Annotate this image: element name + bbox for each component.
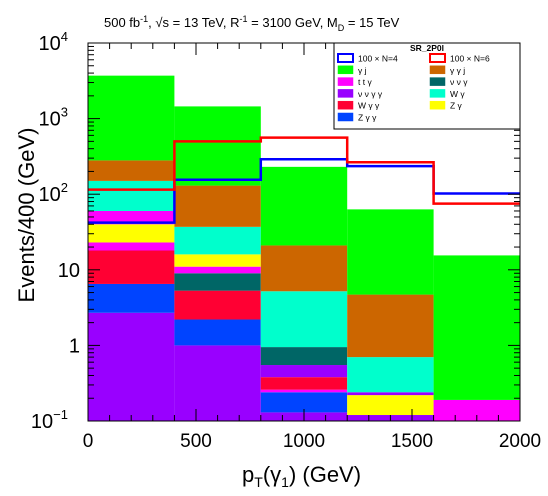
x-tick-label: 1500: [391, 431, 433, 452]
stack-segment: [88, 242, 175, 251]
stack-segment: [174, 273, 261, 291]
signal-line: [88, 136, 520, 205]
x-axis-label: pT(γ1) (GeV): [242, 462, 361, 490]
signal-lines: [88, 136, 520, 224]
stack-segment: [88, 224, 175, 243]
legend-swatch: [337, 100, 354, 110]
stack-segment: [88, 250, 175, 284]
stack-segment: [347, 357, 434, 393]
legend-label: 100 × N=6: [450, 54, 490, 64]
y-tick-exponent: 3: [61, 105, 68, 120]
x-label-sub1: T: [254, 474, 263, 490]
y-tick-label: 10−1: [31, 407, 68, 433]
x-tick-label: 1000: [283, 431, 325, 452]
stack-segment: [347, 395, 434, 416]
y-tick-base: 10: [31, 411, 53, 433]
legend-swatch: [429, 77, 446, 86]
stack-segment: [174, 345, 261, 421]
stack-segment: [174, 254, 261, 267]
stack-segment: [88, 75, 175, 161]
stack-segment: [260, 291, 348, 348]
legend-label: t t γ: [358, 77, 372, 87]
stack-segment: [174, 226, 261, 255]
x-label-mid: (γ: [263, 462, 281, 487]
legend-label: γ γ j: [450, 65, 465, 75]
legend-label: 100 × N=4: [358, 54, 398, 64]
title-m-sub: D: [338, 23, 345, 33]
y-tick-label: 104: [39, 29, 68, 55]
legend-label: ν ν γ: [450, 77, 468, 87]
y-tick-base: 10: [39, 33, 61, 55]
stack-segment: [260, 347, 348, 366]
legend-title: SR_2P0l: [410, 43, 444, 53]
legend-swatch: [337, 112, 354, 122]
y-axis-label: Events/400 (GeV): [14, 128, 39, 303]
legend-label: γ j: [358, 65, 367, 75]
legend-swatch: [429, 53, 446, 63]
stack-segment: [88, 283, 175, 313]
stack-segment: [88, 180, 175, 211]
legend: SR_2P0l 100 × N=4 100 × N=6 γ j γ γ j t t γ ν…: [333, 42, 521, 130]
legend-label: W γ γ: [358, 101, 380, 111]
title-lumi: 500 fb: [104, 15, 140, 30]
title-sqrt: √s = 13 TeV, R: [155, 15, 239, 30]
x-label-end: ) (GeV): [289, 462, 361, 487]
y-tick-exponent: 2: [61, 180, 68, 195]
legend-label: ν ν γ γ: [358, 89, 383, 99]
legend-label: Z γ γ: [358, 113, 377, 123]
stack-segment: [260, 389, 348, 393]
stack-segment: [88, 160, 175, 181]
stack-segment: [88, 312, 175, 421]
stack-segment: [174, 290, 261, 320]
x-tick-label: 2000: [499, 431, 541, 452]
y-tick-exponent: 4: [61, 29, 68, 44]
legend-swatch: [337, 89, 354, 98]
legend-swatch: [429, 89, 446, 98]
title-lumi-sup: -1: [140, 14, 148, 24]
x-label-sub2: 1: [281, 474, 289, 490]
legend-label: Z γ: [450, 101, 463, 111]
title-comma: ,: [148, 15, 155, 30]
stack-segment: [174, 266, 261, 274]
stack-segment: [260, 365, 348, 378]
stack-segment: [260, 245, 348, 292]
legend-box: [333, 42, 521, 130]
y-tick-base: 10: [39, 109, 61, 131]
title-end: = 15 TeV: [344, 15, 399, 30]
x-tick-label: 0: [83, 431, 94, 452]
legend-label: W γ: [450, 89, 465, 99]
legend-swatch: [429, 65, 446, 75]
stack-segment: [347, 392, 434, 396]
title-mid: = 3100 GeV, M: [248, 15, 338, 30]
stack-segment: [260, 377, 348, 390]
y-tick-label: 102: [39, 180, 68, 206]
legend-swatch: [429, 100, 446, 110]
legend-swatch: [337, 53, 354, 63]
y-tick-label: 1: [69, 335, 80, 357]
stack-segment: [260, 166, 348, 246]
stack-segment: [347, 294, 434, 358]
x-tick-label: 500: [180, 431, 212, 452]
stack-segment: [88, 210, 175, 225]
stack-segment: [174, 319, 261, 346]
y-tick-exponent: −1: [53, 407, 68, 422]
x-label-main: p: [242, 462, 254, 487]
legend-swatch: [337, 77, 354, 86]
title-r-sup: -1: [240, 14, 248, 24]
y-tick-label: 103: [39, 105, 68, 131]
y-tick-base: 10: [39, 184, 61, 206]
legend-swatch: [337, 65, 354, 75]
stack-segment: [433, 255, 520, 400]
y-tick-base: 10: [58, 260, 80, 282]
stack-segment: [260, 392, 348, 413]
y-tick-base: 1: [69, 335, 80, 357]
stack-segment: [174, 106, 261, 186]
stack-segment: [174, 185, 261, 227]
stack-segment: [347, 209, 434, 295]
y-tick-label: 10: [58, 260, 80, 282]
chart-title: 500 fb-1, √s = 13 TeV, R-1 = 3100 GeV, M…: [104, 14, 400, 33]
